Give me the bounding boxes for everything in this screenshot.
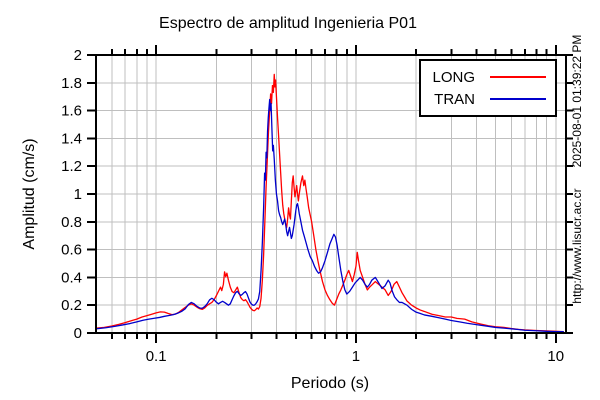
y-tick-label: 0.2 <box>61 297 82 314</box>
y-tick-label: 0.4 <box>61 269 82 286</box>
y-tick-label: 0.8 <box>61 214 82 231</box>
y-axis-label: Amplitud (cm/s) <box>21 138 38 250</box>
chart-title: Espectro de amplitud Ingenieria P01 <box>159 15 417 32</box>
website-url-text: http://www.lisucr.ac.cr <box>570 188 584 304</box>
y-tick-label: 1.6 <box>61 103 82 120</box>
legend-box: LONG TRAN <box>419 59 557 117</box>
y-tick-label: 1 <box>74 186 82 203</box>
timestamp-text: 2025-08-01 01:39:22 PM <box>570 34 584 168</box>
x-tick-label: 1 <box>352 348 360 365</box>
legend-entry-tran: TRAN <box>425 88 546 110</box>
legend-entry-long: LONG <box>425 66 546 88</box>
x-tick-label: 0.1 <box>146 348 167 365</box>
legend-label-long: LONG <box>432 68 475 86</box>
y-tick-label: 1.8 <box>61 75 82 92</box>
x-tick-label: 10 <box>547 348 564 365</box>
y-tick-label: 2 <box>74 47 82 64</box>
y-tick-label: 0.6 <box>61 242 82 259</box>
y-tick-label: 0 <box>74 325 82 342</box>
legend-label-tran: TRAN <box>434 90 475 108</box>
y-tick-label: 1.4 <box>61 130 82 147</box>
y-tick-label: 1.2 <box>61 158 82 175</box>
legend-line-blue <box>490 98 546 100</box>
legend-line-red <box>490 76 546 78</box>
x-axis-label: Periodo (s) <box>290 375 370 392</box>
